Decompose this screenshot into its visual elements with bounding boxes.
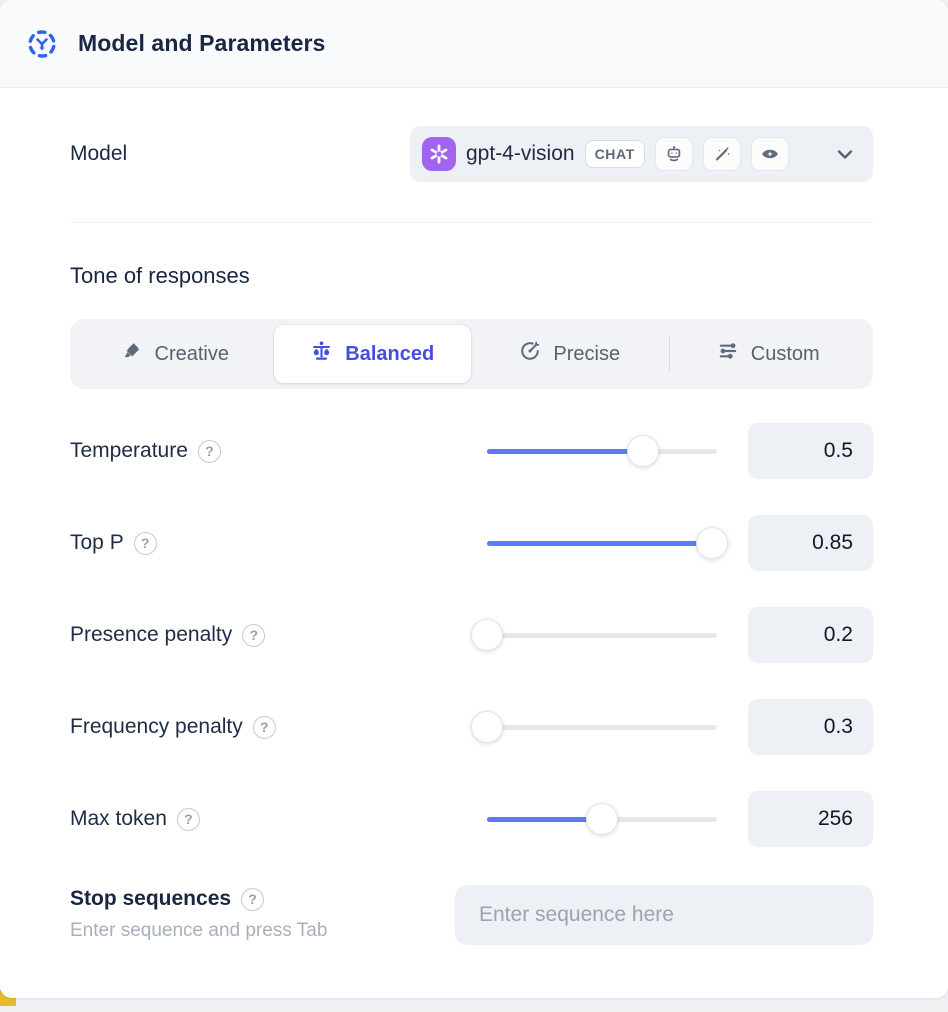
vision-eye-icon [750, 137, 789, 171]
tone-option-creative[interactable]: Creative [76, 325, 274, 383]
slider-thumb[interactable] [627, 435, 660, 467]
slider-track[interactable] [487, 633, 717, 638]
panel-header: Model and Parameters [0, 0, 948, 88]
slider-thumb[interactable] [471, 711, 503, 743]
slider-thumb[interactable] [586, 803, 618, 835]
magic-wand-icon [702, 137, 741, 171]
segment-separator [668, 336, 670, 372]
frequency-penalty-value[interactable]: 0.3 [748, 699, 873, 755]
model-section-icon [26, 28, 58, 60]
tone-heading: Tone of responses [70, 263, 250, 288]
tone-option-balanced[interactable]: Balanced [273, 325, 471, 383]
target-icon [519, 340, 541, 368]
param-row-top-p: Top P 0.85 [70, 515, 873, 571]
slider-fill [487, 541, 713, 546]
tone-option-label: Precise [553, 342, 621, 365]
model-row: Model gpt-4-vis [70, 126, 873, 182]
param-row-presence-penalty: Presence penalty 0.2 [70, 607, 873, 663]
param-label: Presence penalty [70, 623, 233, 646]
max-token-slider[interactable] [487, 802, 717, 836]
section-divider [70, 222, 873, 223]
robot-icon [654, 137, 693, 171]
slider-fill [487, 449, 644, 454]
tone-option-label: Custom [750, 342, 820, 365]
presence-penalty-value[interactable]: 0.2 [748, 607, 873, 663]
frequency-penalty-slider[interactable] [471, 710, 717, 744]
slider-fill [487, 817, 602, 822]
param-label: Top P [70, 531, 124, 554]
temperature-slider[interactable] [487, 434, 717, 468]
slider-track[interactable] [487, 725, 717, 730]
param-row-max-token: Max token 256 [70, 791, 873, 847]
tone-segmented-control: Creative Balanced [70, 319, 873, 389]
tone-option-label: Creative [154, 342, 229, 365]
top-p-slider[interactable] [487, 526, 729, 560]
panel-title: Model and Parameters [78, 30, 326, 56]
max-token-value[interactable]: 256 [748, 791, 873, 847]
model-label: Model [70, 142, 128, 165]
model-select[interactable]: gpt-4-vision CHAT [410, 126, 873, 182]
param-label: Max token [70, 807, 167, 830]
help-icon[interactable] [133, 531, 157, 555]
presence-penalty-slider[interactable] [471, 618, 717, 652]
stop-sequences-row: Stop sequences Enter sequence and press … [70, 885, 873, 945]
tone-option-custom[interactable]: Custom [670, 325, 868, 383]
stop-sequences-hint: Enter sequence and press Tab [70, 920, 328, 941]
stop-sequences-label: Stop sequences [70, 887, 232, 910]
tone-option-label: Balanced [345, 342, 435, 365]
model-name: gpt-4-vision [466, 142, 575, 165]
top-p-value[interactable]: 0.85 [748, 515, 873, 571]
slider-thumb[interactable] [696, 527, 729, 559]
param-row-temperature: Temperature 0.5 [70, 423, 873, 479]
help-icon[interactable] [241, 887, 265, 911]
brush-icon [121, 340, 143, 368]
help-icon[interactable] [252, 715, 276, 739]
param-label: Temperature [70, 439, 188, 462]
help-icon[interactable] [197, 439, 221, 463]
sliders-icon [717, 340, 739, 368]
model-type-badge: CHAT [584, 140, 645, 168]
temperature-value[interactable]: 0.5 [748, 423, 873, 479]
openai-logo-icon [422, 137, 456, 171]
balance-scale-icon [310, 340, 333, 369]
stop-sequence-input[interactable] [455, 885, 873, 945]
help-icon[interactable] [176, 807, 200, 831]
param-row-frequency-penalty: Frequency penalty 0.3 [70, 699, 873, 755]
param-label: Frequency penalty [70, 715, 243, 738]
tone-option-precise[interactable]: Precise [471, 325, 669, 383]
chevron-down-icon [833, 142, 857, 166]
help-icon[interactable] [242, 623, 266, 647]
slider-thumb[interactable] [471, 619, 503, 651]
